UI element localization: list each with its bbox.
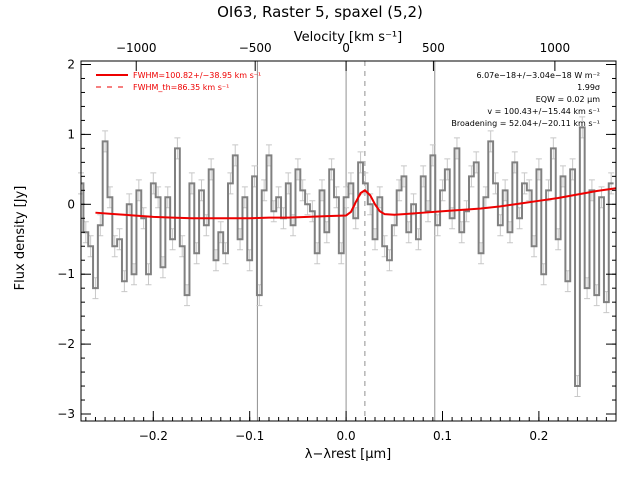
x-tick-label: 0.0 [337, 429, 356, 443]
y-tick-label: 0 [67, 197, 75, 211]
y-tick-label: −2 [57, 337, 75, 351]
top-axis-label: Velocity [km s⁻¹] [294, 30, 402, 45]
y-tick-label: 2 [67, 57, 75, 71]
annotation-broadening: Broadening = 52.04+/−20.11 km s⁻¹ [451, 119, 600, 128]
legend-entry-fwhm: FWHM=100.82+/−38.95 km s⁻¹ [133, 71, 261, 80]
top-tick-label: −500 [239, 41, 272, 55]
x-tick-label: 0.2 [529, 429, 548, 443]
plot-frame [80, 60, 617, 422]
fit-line [95, 187, 617, 220]
x-tick-label: −0.2 [139, 429, 168, 443]
top-tick-label: 0 [342, 41, 350, 55]
data-series-step [81, 126, 614, 388]
top-tick-label: 1000 [540, 41, 571, 55]
y-tick-label: 1 [67, 127, 75, 141]
chart-title: OI63, Raster 5, spaxel (5,2) [217, 3, 423, 21]
y-tick-label: −1 [57, 267, 75, 281]
annotation-flux: 6.07e−18+/−3.04e−18 W m⁻² [476, 71, 600, 80]
fit-th-line [345, 190, 385, 216]
annotation-sigma: 1.99σ [577, 83, 600, 92]
annotation-velocity: v = 100.43+/−15.44 km s⁻¹ [487, 107, 600, 116]
x-axis-label: λ−λrest [μm] [305, 447, 391, 462]
top-tick-label: 500 [422, 41, 445, 55]
y-tick-label: −3 [57, 407, 75, 421]
annotation-eqw: EQW = 0.02 μm [536, 95, 600, 104]
x-tick-label: −0.1 [235, 429, 264, 443]
top-tick-label: −1000 [116, 41, 157, 55]
legend: FWHM=100.82+/−38.95 km s⁻¹ FWHM_th=86.35… [96, 71, 261, 92]
y-axis-label: Flux density [Jy] [13, 186, 28, 291]
fit-annotations: 6.07e−18+/−3.04e−18 W m⁻² 1.99σ EQW = 0.… [451, 71, 600, 128]
x-tick-label: 0.1 [433, 429, 452, 443]
legend-entry-fwhm-th: FWHM_th=86.35 km s⁻¹ [133, 83, 229, 92]
